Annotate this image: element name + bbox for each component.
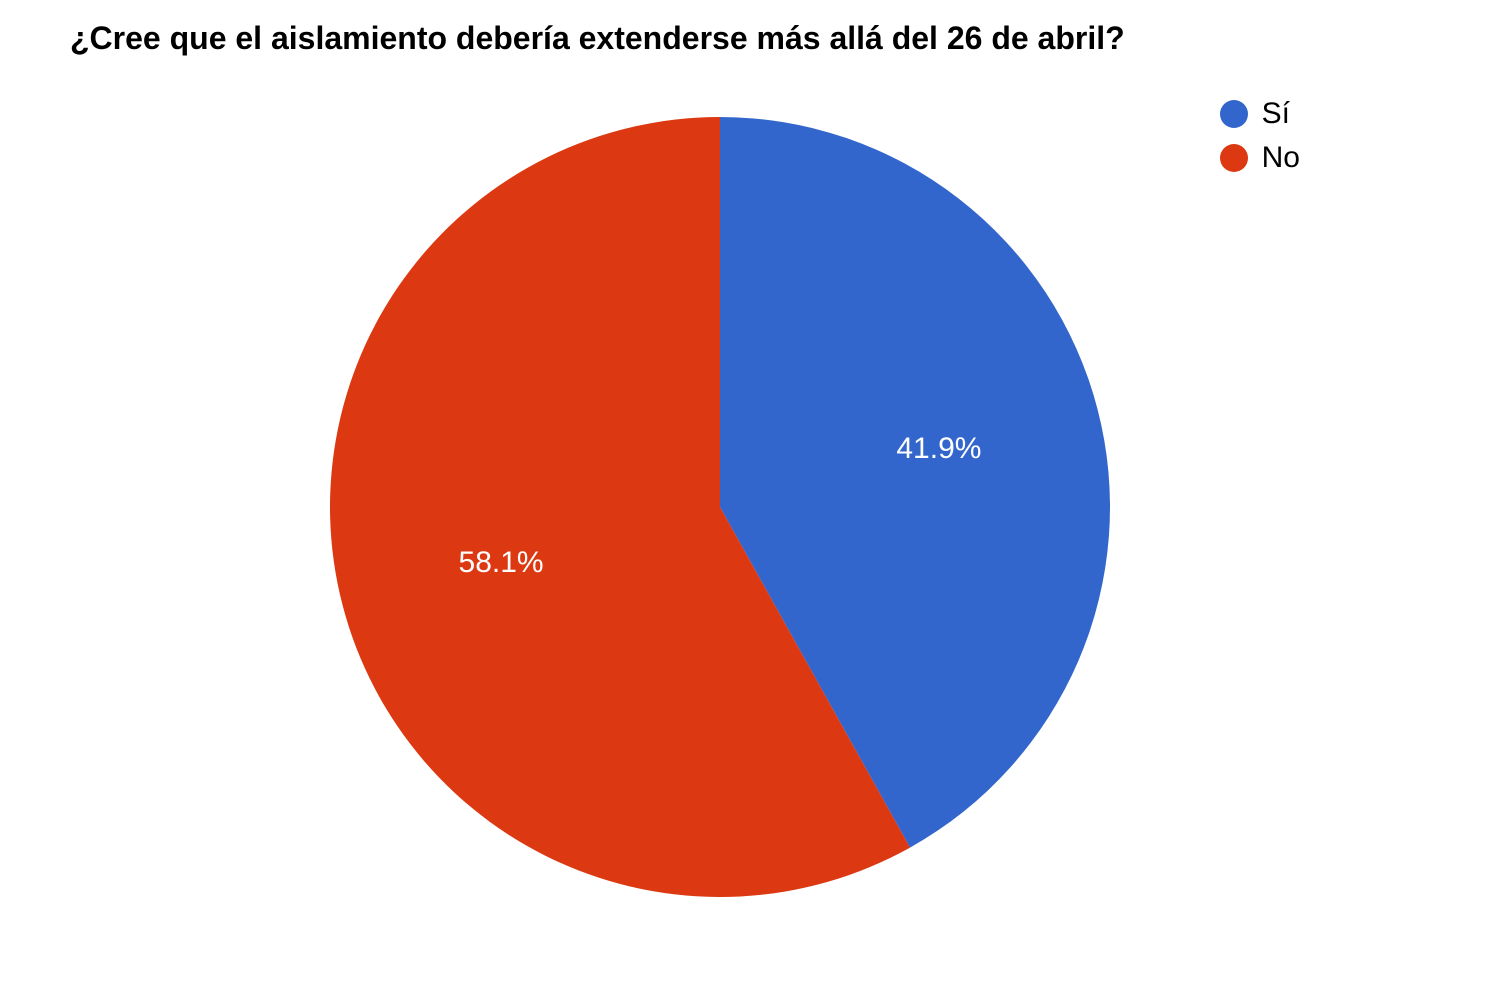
chart-legend: Sí No: [1220, 97, 1300, 185]
pie-slice-label-no: 58.1%: [459, 546, 544, 579]
legend-label-no: No: [1262, 141, 1300, 175]
chart-title: ¿Cree que el aislamiento debería extende…: [60, 20, 1440, 57]
chart-container: ¿Cree que el aislamiento debería extende…: [0, 0, 1500, 992]
legend-item-si: Sí: [1220, 97, 1300, 131]
legend-swatch-si: [1220, 100, 1248, 128]
legend-swatch-no: [1220, 144, 1248, 172]
legend-label-si: Sí: [1262, 97, 1290, 131]
pie-slice-label-sí: 41.9%: [896, 432, 981, 465]
pie-chart: 41.9% 58.1%: [320, 107, 1120, 912]
chart-body: 41.9% 58.1% Sí No: [60, 87, 1440, 939]
legend-item-no: No: [1220, 141, 1300, 175]
